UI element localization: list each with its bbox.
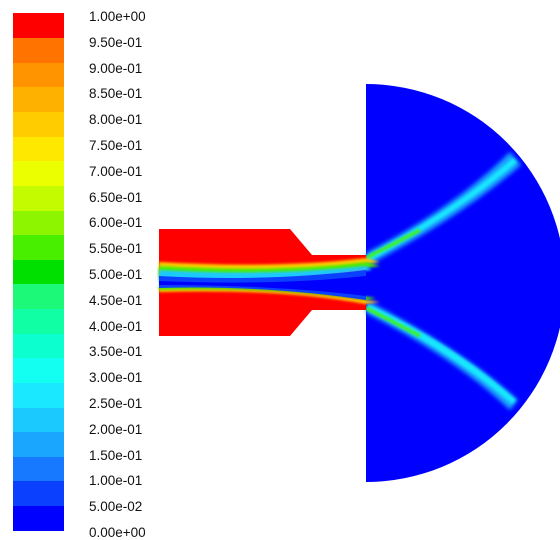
color-legend-swatch (13, 357, 64, 383)
color-legend-swatch (13, 160, 64, 186)
color-legend (13, 13, 64, 531)
color-legend-swatch (13, 185, 64, 211)
color-legend-label: 5.00e-02 (89, 499, 143, 515)
color-legend-label: 6.50e-01 (89, 189, 143, 205)
color-legend-swatch (13, 111, 64, 137)
color-legend-label: 3.00e-01 (89, 370, 143, 386)
color-legend-swatch (13, 283, 64, 310)
upper-jet-plume (365, 152, 521, 264)
color-legend-swatch (13, 456, 64, 482)
color-legend-label: 8.50e-01 (89, 86, 143, 102)
color-legend-swatch (13, 13, 64, 39)
color-legend-label: 4.50e-01 (89, 292, 143, 308)
color-legend-swatch (13, 62, 64, 88)
color-legend-swatch (13, 505, 64, 531)
lower-jet-plume (365, 302, 518, 410)
domain-half-disk (366, 84, 560, 482)
color-legend-swatch (13, 333, 64, 359)
color-legend-label: 9.50e-01 (89, 34, 143, 50)
color-legend-swatch (13, 136, 64, 162)
color-legend-swatch (13, 382, 64, 408)
color-legend-label: 1.50e-01 (89, 447, 143, 463)
color-legend-swatch (13, 259, 64, 285)
color-legend-label: 9.00e-01 (89, 60, 143, 76)
color-legend-swatch (13, 234, 64, 260)
color-legend-label: 1.00e+00 (89, 9, 146, 24)
color-legend-label: 4.00e-01 (89, 318, 143, 334)
color-legend-label: 5.00e-01 (89, 267, 143, 282)
color-legend-swatch (13, 37, 64, 63)
color-legend-label: 8.00e-01 (89, 112, 143, 128)
color-legend-label: 2.50e-01 (89, 396, 143, 411)
central-mixing-stream (159, 258, 380, 304)
color-legend-label: 5.50e-01 (89, 241, 143, 257)
color-legend-label: 7.50e-01 (89, 138, 143, 153)
color-legend-swatch (13, 86, 64, 113)
color-legend-swatch (13, 209, 64, 236)
color-legend-swatch (13, 431, 64, 457)
color-legend-swatch (13, 308, 64, 334)
color-legend-label: 6.00e-01 (89, 215, 143, 231)
color-legend-swatch (13, 480, 64, 506)
color-legend-label: 1.00e-01 (89, 473, 143, 489)
color-legend-label: 7.00e-01 (89, 163, 143, 179)
color-legend-label: 2.00e-01 (89, 421, 143, 437)
color-legend-swatch (13, 406, 64, 433)
color-legend-label: 3.50e-01 (89, 344, 143, 360)
